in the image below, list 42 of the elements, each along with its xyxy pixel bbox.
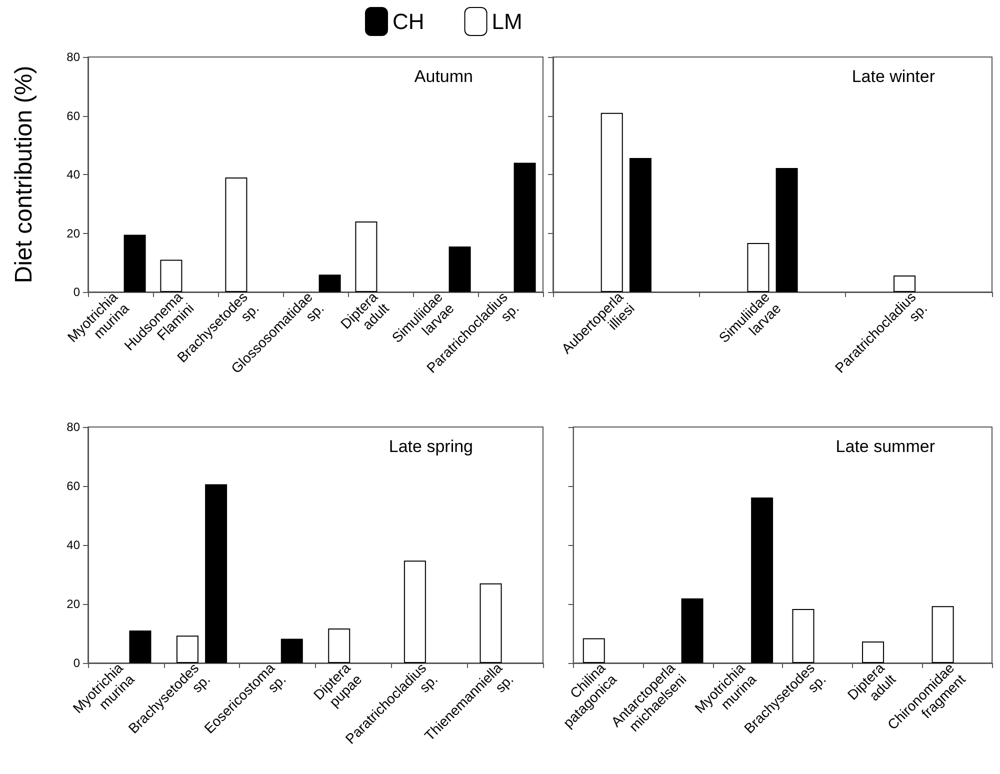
y-tick-label: 60 [66, 108, 80, 123]
y-tick-label: 60 [66, 479, 80, 493]
y-tick-label: 80 [66, 420, 80, 434]
bar [355, 222, 378, 292]
bar [480, 583, 502, 663]
bar [448, 246, 471, 292]
bar [747, 242, 770, 292]
y-tick-label: 0 [73, 285, 80, 299]
bar [129, 630, 152, 663]
bar [160, 260, 182, 292]
text: Late summer [836, 437, 936, 456]
text: Autumn [414, 67, 474, 86]
bar [124, 234, 146, 292]
bar [582, 638, 605, 663]
y-tick-label: 20 [66, 597, 80, 611]
y-tick-label: 20 [66, 226, 80, 240]
bar [600, 112, 623, 292]
bar [318, 274, 341, 292]
legend-label: CH [392, 9, 424, 34]
y-tick-label: 40 [66, 168, 80, 182]
bar [681, 598, 704, 663]
bar [205, 484, 228, 663]
bar [328, 628, 350, 663]
bar [176, 636, 198, 663]
bar [932, 606, 954, 663]
bar [862, 641, 884, 663]
y-tick-label: 0 [73, 656, 80, 670]
bar [404, 560, 426, 663]
bar [776, 168, 798, 292]
text: Late spring [388, 437, 474, 456]
y-tick-label: 40 [66, 538, 80, 552]
bar [225, 177, 248, 292]
bar [751, 498, 774, 663]
bar [629, 158, 652, 292]
bar [894, 276, 916, 292]
bar [792, 609, 814, 663]
y-tick-label: 80 [66, 50, 80, 64]
y-axis-title: Diet contribution (%) [10, 66, 38, 284]
bar [280, 638, 303, 663]
legend-label: LM [492, 9, 522, 34]
bar [514, 162, 536, 292]
text: Late winter [852, 67, 936, 86]
